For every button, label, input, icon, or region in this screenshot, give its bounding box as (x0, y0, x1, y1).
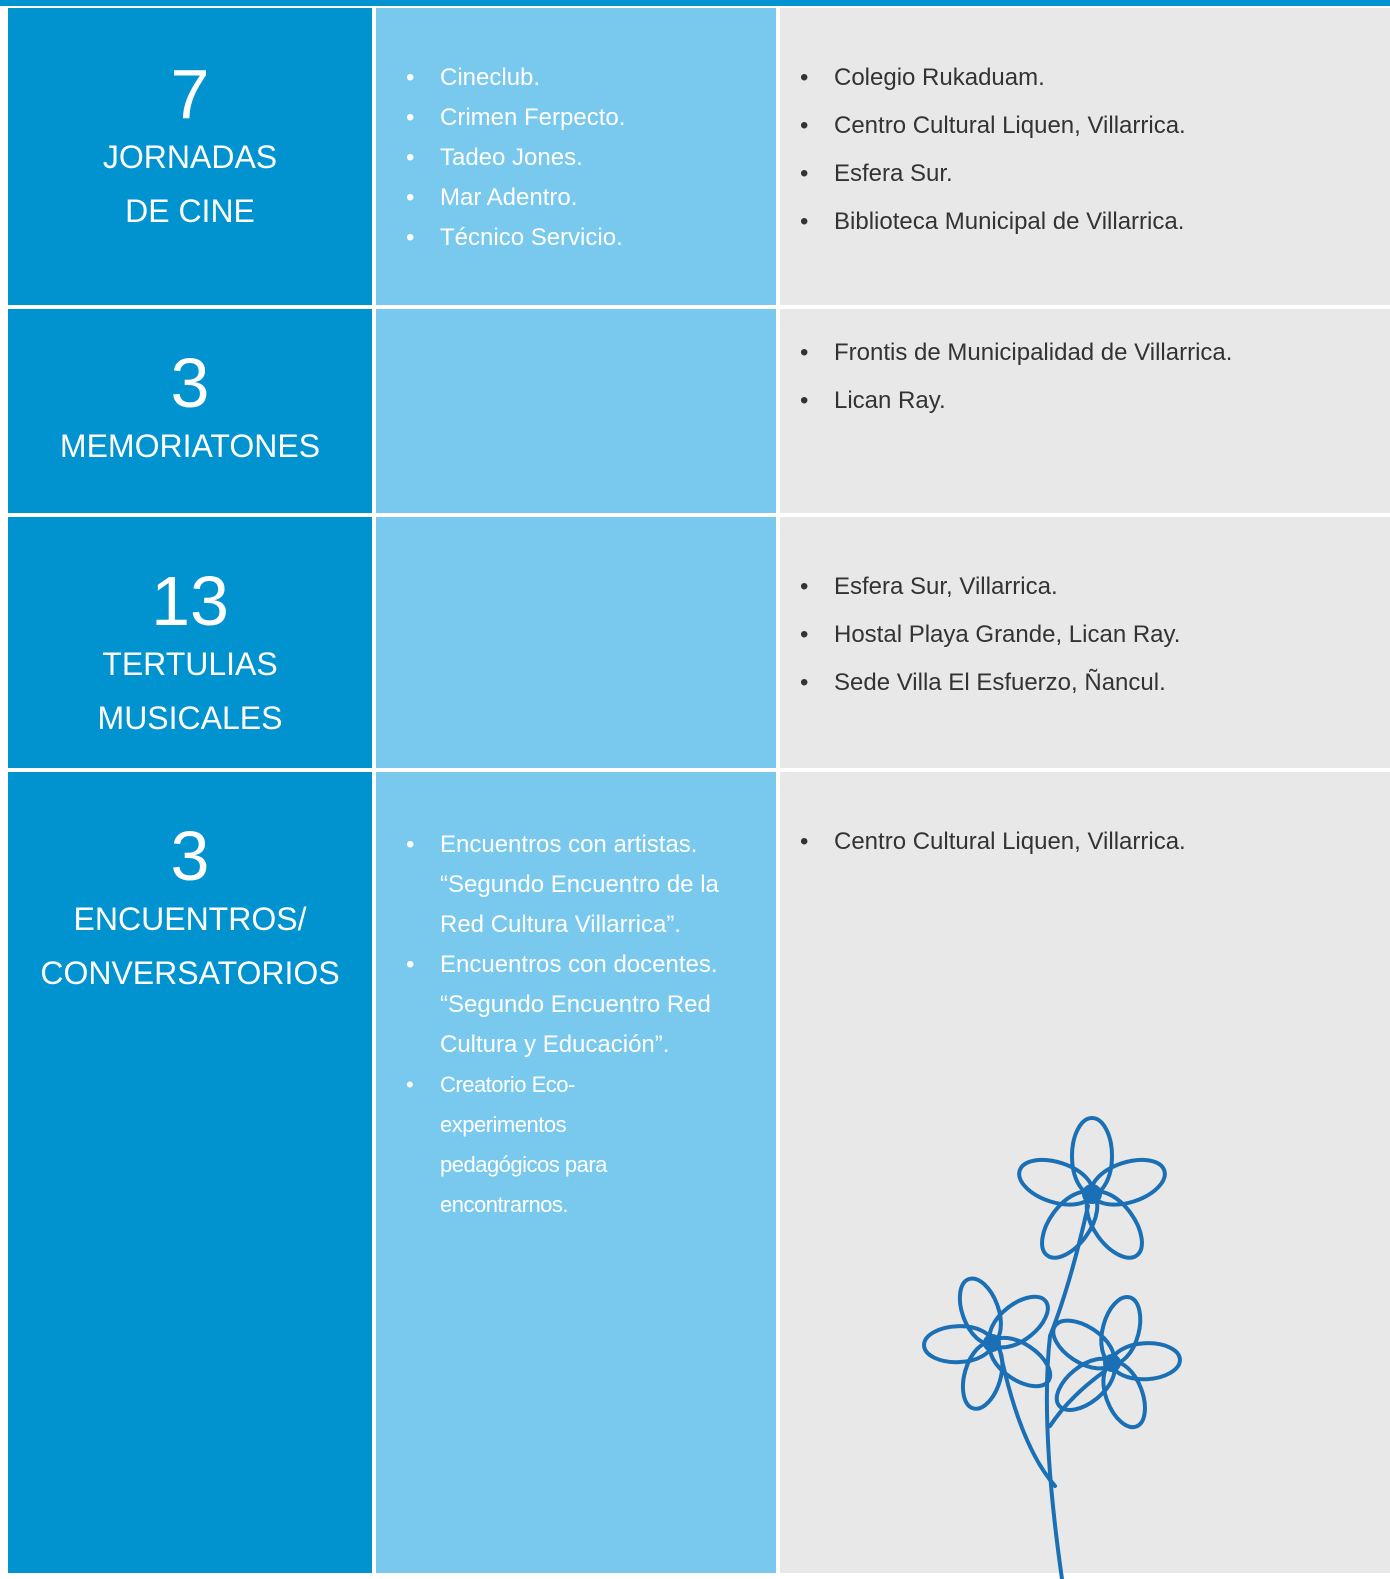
place-item: Centro Cultural Liquen, Villarrica. (800, 102, 1390, 150)
activity-item: Creatorio Eco-experimentos pedagógicos p… (406, 1065, 660, 1225)
category-label: MEMORIATONES (59, 428, 321, 464)
activity-item: Tadeo Jones. (406, 138, 726, 178)
activities-list: Cineclub.Crimen Ferpecto.Tadeo Jones.Mar… (406, 58, 726, 258)
category-cell: 3 MEMORIATONES (8, 309, 372, 513)
category-label: TERTULIAS (102, 646, 278, 682)
activity-item: Encuentros con docentes. “Segundo Encuen… (406, 945, 726, 1065)
place-item: Biblioteca Municipal de Villarrica. (800, 198, 1390, 246)
category-label: JORNADAS (102, 139, 278, 175)
activities-list: Encuentros con artistas. “Segundo Encuen… (406, 825, 726, 1225)
activity-count: 3 (170, 344, 210, 422)
category-label: ENCUENTROS/ (73, 901, 307, 937)
place-item: Sede Villa El Esfuerzo, Ñancul. (800, 659, 1390, 707)
activities-cell: Cineclub.Crimen Ferpecto.Tadeo Jones.Mar… (376, 8, 776, 305)
activity-count: 7 (170, 55, 210, 133)
place-item: Esfera Sur. (800, 150, 1390, 198)
places-cell: Centro Cultural Liquen, Villarrica. (780, 772, 1390, 1573)
places-list: Frontis de Municipalidad de Villarrica.L… (800, 329, 1390, 425)
place-item: Colegio Rukaduam. (800, 54, 1390, 102)
activity-count: 3 (170, 817, 210, 895)
place-item: Esfera Sur, Villarrica. (800, 563, 1390, 611)
activity-item: Cineclub. (406, 58, 726, 98)
category-cell: 13 TERTULIAS MUSICALES (8, 517, 372, 768)
category-label: CONVERSATORIOS (40, 955, 340, 991)
activity-item: Crimen Ferpecto. (406, 98, 726, 138)
activities-cell (376, 517, 776, 768)
activity-item: Técnico Servicio. (406, 218, 726, 258)
place-item: Centro Cultural Liquen, Villarrica. (800, 818, 1390, 866)
places-list: Colegio Rukaduam.Centro Cultural Liquen,… (800, 54, 1390, 246)
activities-cell (376, 309, 776, 513)
place-item: Lican Ray. (800, 377, 1390, 425)
activities-cell: Encuentros con artistas. “Segundo Encuen… (376, 772, 776, 1573)
places-list: Esfera Sur, Villarrica.Hostal Playa Gran… (800, 563, 1390, 707)
places-list: Centro Cultural Liquen, Villarrica. (800, 818, 1390, 866)
activity-item: Mar Adentro. (406, 178, 726, 218)
place-item: Hostal Playa Grande, Lican Ray. (800, 611, 1390, 659)
places-cell: Esfera Sur, Villarrica.Hostal Playa Gran… (780, 517, 1390, 768)
category-label: DE CINE (125, 193, 255, 229)
flower-illustration (922, 1116, 1182, 1579)
category-cell: 7 JORNADAS DE CINE (8, 8, 372, 305)
places-cell: Colegio Rukaduam.Centro Cultural Liquen,… (780, 8, 1390, 305)
activity-count: 13 (151, 562, 229, 640)
activity-item: Encuentros con artistas. “Segundo Encuen… (406, 825, 726, 945)
places-cell: Frontis de Municipalidad de Villarrica.L… (780, 309, 1390, 513)
place-item: Frontis de Municipalidad de Villarrica. (800, 329, 1390, 377)
category-cell: 3 ENCUENTROS/CONVERSATORIOS (8, 772, 372, 1573)
category-label: MUSICALES (97, 700, 283, 736)
